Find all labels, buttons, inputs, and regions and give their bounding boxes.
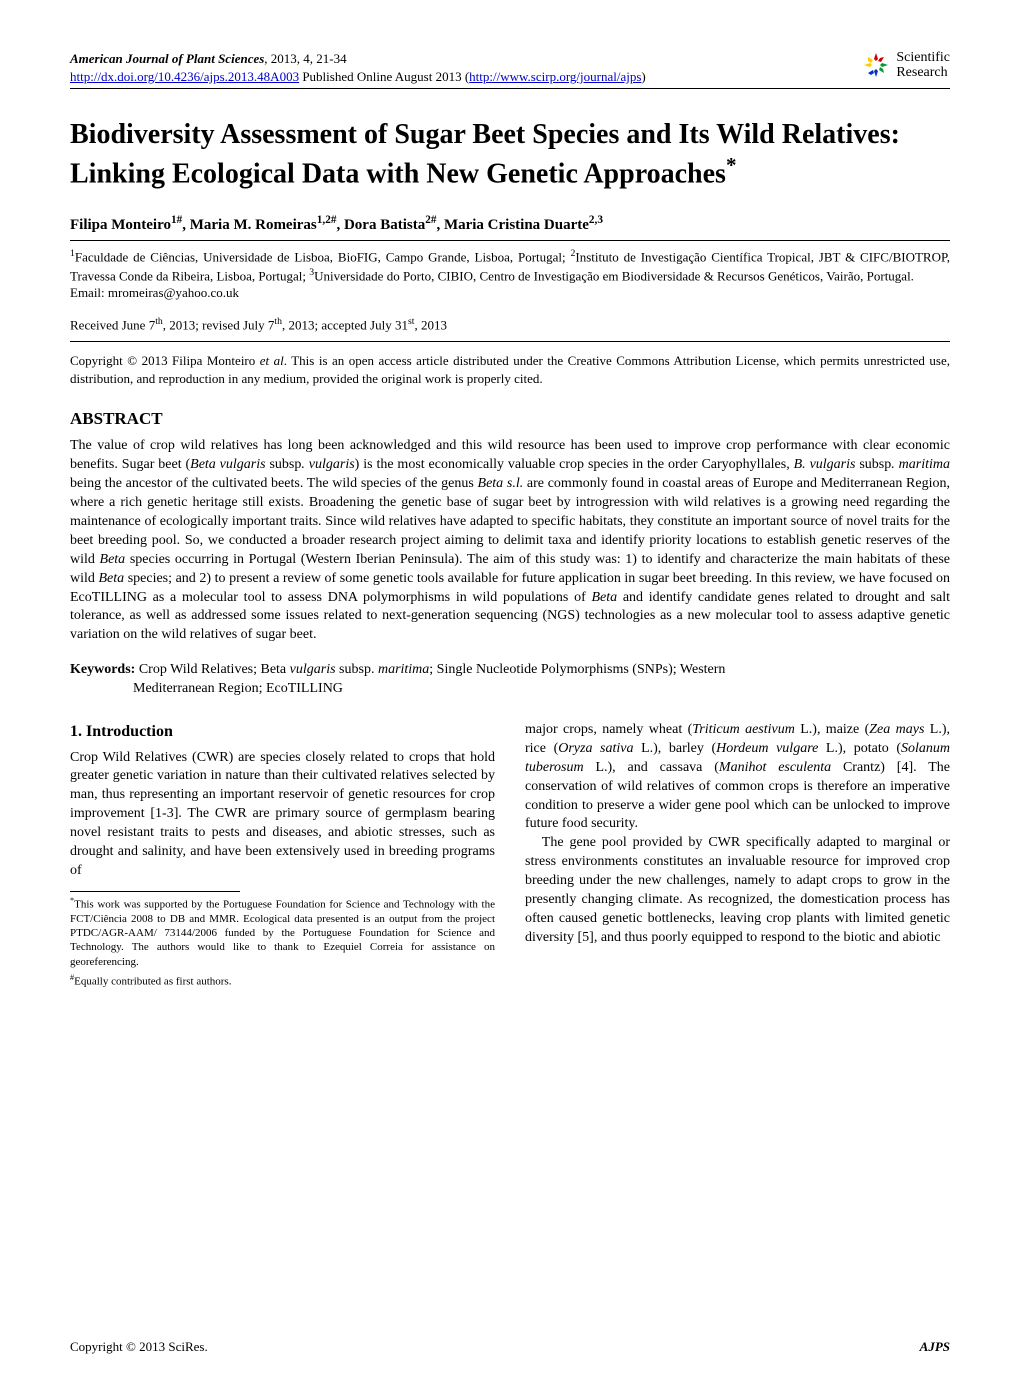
scirp-logo-icon bbox=[862, 51, 890, 79]
journal-citation: American Journal of Plant Sciences, 2013… bbox=[70, 50, 646, 68]
abstract-heading: ABSTRACT bbox=[70, 409, 950, 429]
pub-text: Published Online August 2013 ( bbox=[299, 69, 469, 84]
journal-url-link[interactable]: http://www.scirp.org/journal/ajps bbox=[469, 69, 641, 84]
keywords-label: Keywords: bbox=[70, 662, 135, 677]
keywords: Keywords: Crop Wild Relatives; Beta vulg… bbox=[70, 661, 950, 699]
footnote-funding: *This work was supported by the Portugue… bbox=[70, 896, 495, 969]
intro-para-1: Crop Wild Relatives (CWR) are species cl… bbox=[70, 749, 495, 881]
title-footnote-sup: * bbox=[726, 153, 737, 177]
dates-line: Received June 7th, 2013; revised July 7t… bbox=[70, 316, 950, 342]
doi-link[interactable]: http://dx.doi.org/10.4236/ajps.2013.48A0… bbox=[70, 69, 299, 84]
article-title: Biodiversity Assessment of Sugar Beet Sp… bbox=[70, 117, 950, 191]
logo-text-bottom: Research bbox=[896, 65, 950, 80]
footnote-equal-contrib: #Equally contributed as first authors. bbox=[70, 973, 495, 989]
right-column: major crops, namely wheat (Triticum aest… bbox=[525, 721, 950, 989]
intro-para-2: The gene pool provided by CWR specifical… bbox=[525, 834, 950, 947]
intro-heading: 1. Introduction bbox=[70, 721, 495, 743]
journal-issue: , 2013, 4, 21-34 bbox=[264, 51, 346, 66]
footnote-separator bbox=[70, 891, 240, 892]
footer-copyright: Copyright © 2013 SciRes. bbox=[70, 1339, 208, 1355]
copyright-notice: Copyright © 2013 Filipa Monteiro et al. … bbox=[70, 352, 950, 387]
doi-line: http://dx.doi.org/10.4236/ajps.2013.48A0… bbox=[70, 68, 646, 86]
logo-text-top: Scientific bbox=[896, 50, 950, 65]
journal-title: American Journal of Plant Sciences bbox=[70, 51, 264, 66]
intro-para-1b: major crops, namely wheat (Triticum aest… bbox=[525, 721, 950, 834]
abstract-body: The value of crop wild relatives has lon… bbox=[70, 437, 950, 645]
pub-close: ) bbox=[641, 69, 645, 84]
author-list: Filipa Monteiro1#, Maria M. Romeiras1,2#… bbox=[70, 214, 950, 241]
title-text: Biodiversity Assessment of Sugar Beet Sp… bbox=[70, 119, 900, 189]
affiliations: 1Faculdade de Ciências, Universidade de … bbox=[70, 247, 950, 302]
email-label: Email: bbox=[70, 285, 108, 300]
publisher-logo: Scientific Research bbox=[862, 50, 950, 81]
footer-journal-abbrev: AJPS bbox=[920, 1339, 950, 1355]
left-column: 1. Introduction Crop Wild Relatives (CWR… bbox=[70, 721, 495, 989]
email-value: mromeiras@yahoo.co.uk bbox=[108, 285, 239, 300]
